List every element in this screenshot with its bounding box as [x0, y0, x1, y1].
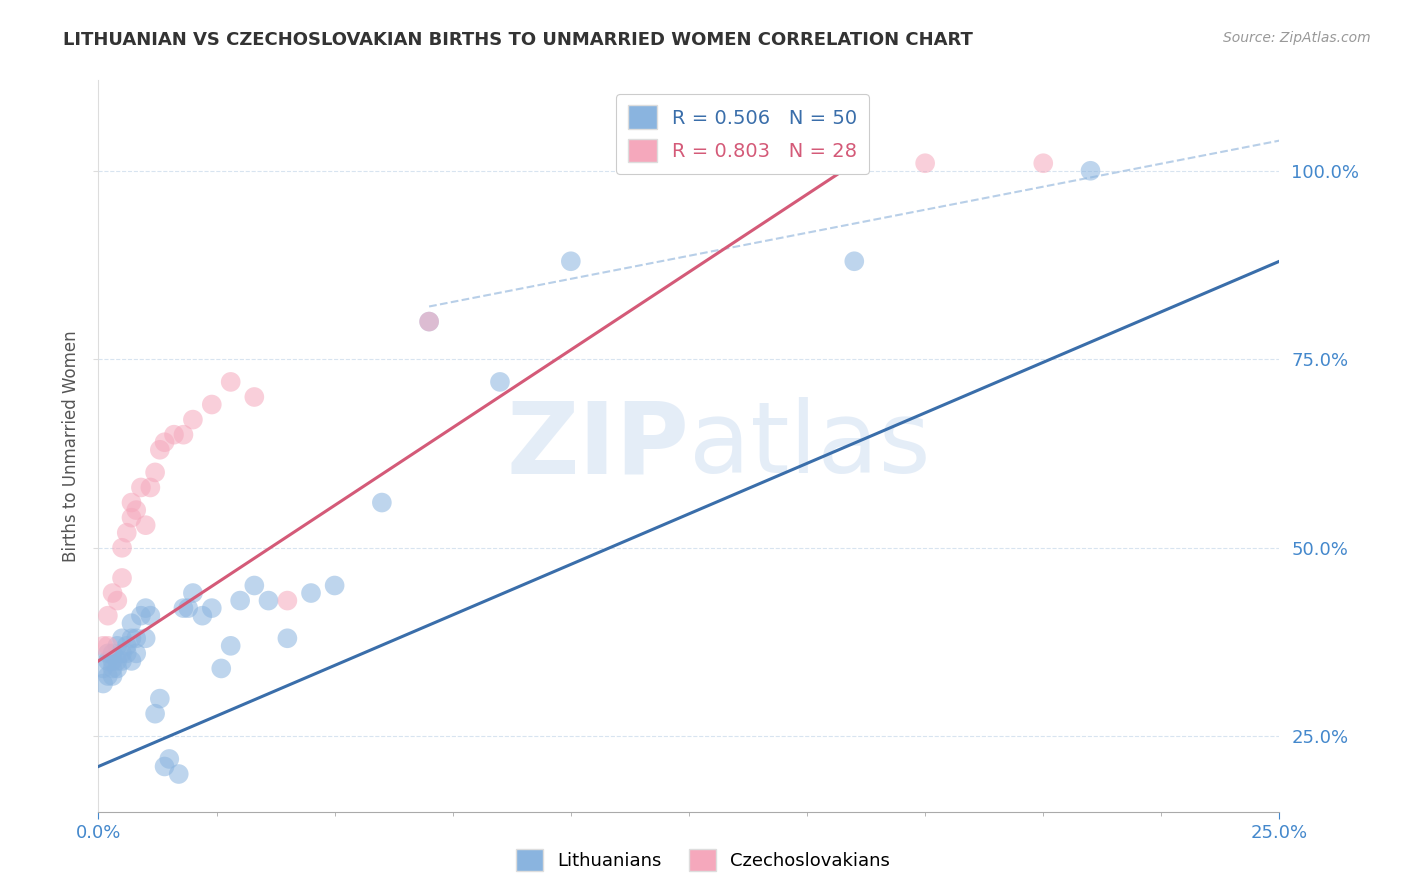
Point [191, 608, 214, 623]
Text: atlas: atlas [689, 398, 931, 494]
Point [115, 646, 138, 660]
Point [111, 571, 134, 585]
Point [91, 661, 114, 675]
Point [654, 156, 676, 170]
Point [489, 375, 512, 389]
Point [276, 632, 298, 646]
Point [115, 525, 138, 540]
Point [560, 254, 582, 268]
Point [135, 518, 157, 533]
Y-axis label: Births to Unmarried Women: Births to Unmarried Women [62, 330, 80, 562]
Point [97, 608, 120, 623]
Point [181, 586, 204, 600]
Legend: R = 0.506   N = 50, R = 0.803   N = 28: R = 0.506 N = 50, R = 0.803 N = 28 [616, 94, 869, 174]
Point [149, 442, 172, 457]
Legend: Lithuanians, Czechoslovakians: Lithuanians, Czechoslovakians [509, 842, 897, 879]
Point [167, 767, 190, 781]
Point [276, 593, 298, 607]
Point [125, 503, 148, 517]
Point [153, 435, 176, 450]
Point [163, 427, 186, 442]
Point [105, 593, 128, 607]
Point [229, 593, 252, 607]
Point [418, 315, 440, 329]
Point [121, 616, 143, 631]
Point [143, 466, 166, 480]
Point [129, 608, 152, 623]
Point [243, 578, 266, 592]
Point [323, 578, 346, 592]
Point [371, 495, 394, 509]
Point [181, 412, 204, 426]
Text: Source: ZipAtlas.com: Source: ZipAtlas.com [1223, 31, 1371, 45]
Point [121, 632, 143, 646]
Point [111, 654, 134, 668]
Point [121, 654, 143, 668]
Point [149, 691, 172, 706]
Point [299, 586, 322, 600]
Point [1080, 163, 1102, 178]
Point [111, 632, 134, 646]
Text: ZIP: ZIP [506, 398, 689, 494]
Point [1032, 156, 1054, 170]
Point [157, 752, 180, 766]
Point [121, 510, 143, 524]
Point [105, 654, 128, 668]
Point [91, 639, 114, 653]
Text: LITHUANIAN VS CZECHOSLOVAKIAN BIRTHS TO UNMARRIED WOMEN CORRELATION CHART: LITHUANIAN VS CZECHOSLOVAKIAN BIRTHS TO … [63, 31, 973, 49]
Point [135, 601, 157, 615]
Point [97, 669, 120, 683]
Point [257, 593, 280, 607]
Point [111, 646, 134, 660]
Point [914, 156, 936, 170]
Point [101, 661, 124, 675]
Point [209, 661, 232, 675]
Point [97, 646, 120, 660]
Point [219, 375, 242, 389]
Point [91, 676, 114, 690]
Point [135, 632, 157, 646]
Point [121, 495, 143, 509]
Point [101, 586, 124, 600]
Point [172, 427, 194, 442]
Point [243, 390, 266, 404]
Point [97, 654, 120, 668]
Point [105, 661, 128, 675]
Point [844, 254, 866, 268]
Point [97, 639, 120, 653]
Point [105, 639, 128, 653]
Point [125, 646, 148, 660]
Point [153, 759, 176, 773]
Point [129, 480, 152, 494]
Point [111, 541, 134, 555]
Point [201, 601, 224, 615]
Point [139, 608, 162, 623]
Point [177, 601, 200, 615]
Point [101, 654, 124, 668]
Point [101, 646, 124, 660]
Point [172, 601, 194, 615]
Point [139, 480, 162, 494]
Point [115, 639, 138, 653]
Point [418, 315, 440, 329]
Point [101, 669, 124, 683]
Point [125, 632, 148, 646]
Point [219, 639, 242, 653]
Point [201, 398, 224, 412]
Point [143, 706, 166, 721]
